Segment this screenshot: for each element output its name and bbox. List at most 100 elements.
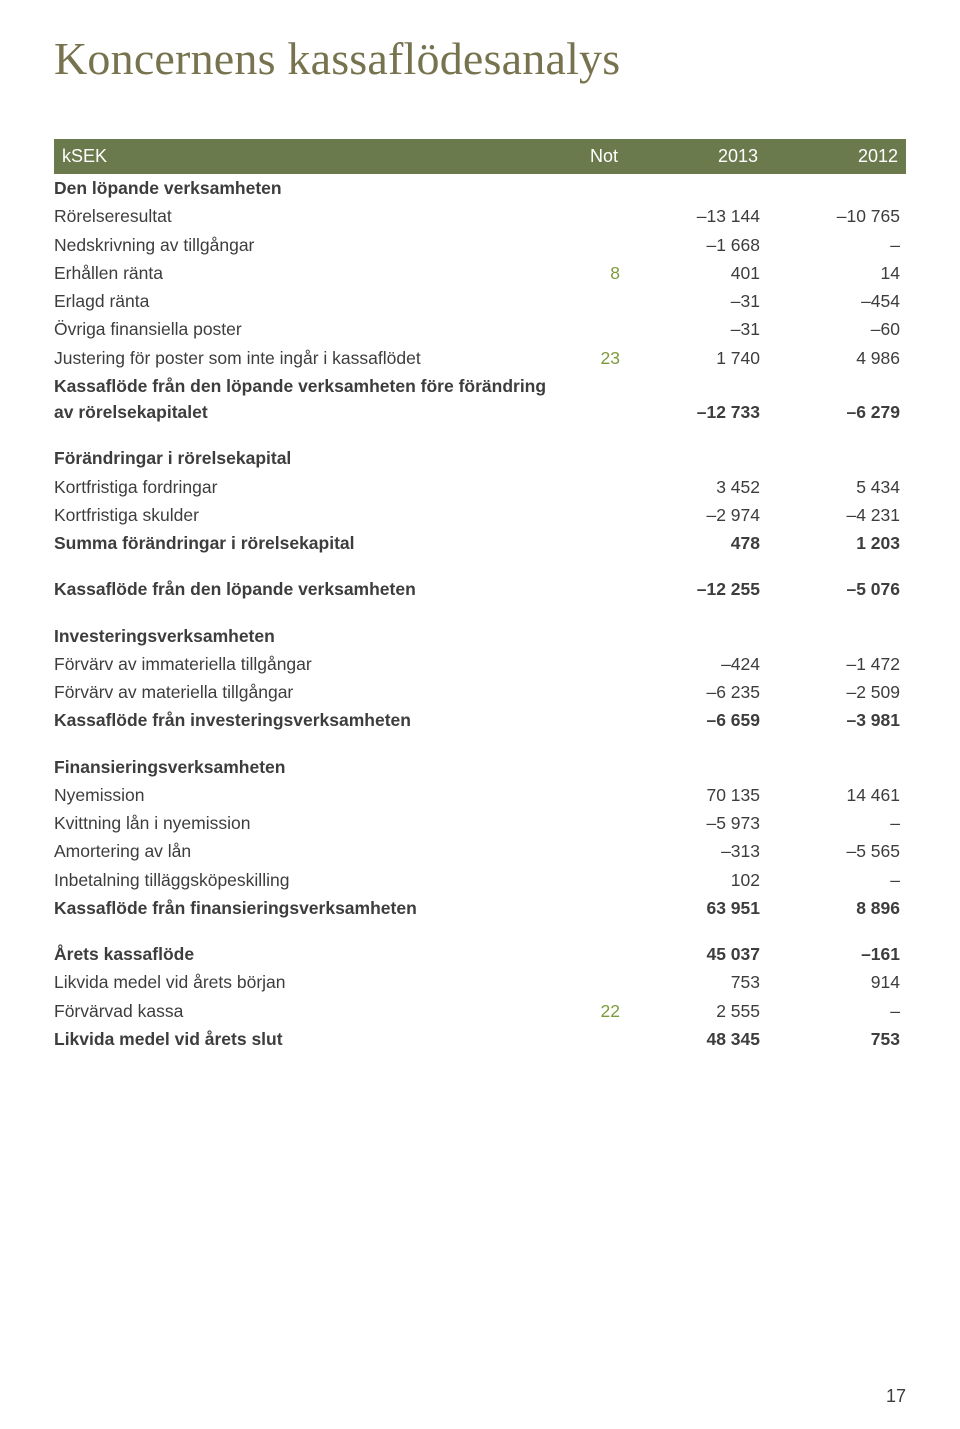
table-row: Förvärv av materiella tillgångar–6 235–2…: [54, 678, 906, 706]
row-note-ref: [566, 202, 626, 230]
row-value-2012: 5 434: [766, 473, 906, 501]
table-row: Förändringar i rörelsekapital: [54, 444, 906, 472]
row-value-2013: 102: [626, 866, 766, 894]
row-label: Förvärv av immateriella tillgångar: [54, 650, 566, 678]
table-row: Likvida medel vid årets slut48 345753: [54, 1025, 906, 1053]
row-value-2013: –5 973: [626, 809, 766, 837]
row-label: Summa förändringar i rörelsekapital: [54, 529, 566, 557]
table-row: Erlagd ränta–31–454: [54, 287, 906, 315]
row-note-ref: [566, 894, 626, 922]
table-row: Investeringsverksamheten: [54, 622, 906, 650]
table-row: Kvittning lån i nyemission –5 973–: [54, 809, 906, 837]
row-label: Nedskrivning av tillgångar: [54, 231, 566, 259]
row-value-2013: 48 345: [626, 1025, 766, 1053]
row-value-2013: –12 733: [626, 372, 766, 427]
spacer-cell: [54, 735, 906, 753]
table-row: Kassaflöde från den löpande verksamheten…: [54, 372, 906, 427]
table-row: Summa förändringar i rörelsekapital4781 …: [54, 529, 906, 557]
page-title: Koncernens kassaflödesanalys: [54, 32, 906, 85]
row-note-ref: 8: [566, 259, 626, 287]
table-row: Kassaflöde från den löpande verksamheten…: [54, 575, 906, 603]
row-label: Rörelseresultat: [54, 202, 566, 230]
row-label: Erlagd ränta: [54, 287, 566, 315]
row-note-ref: [566, 940, 626, 968]
row-value-2013: –313: [626, 837, 766, 865]
row-value-2013: 2 555: [626, 997, 766, 1025]
row-value-2012: 8 896: [766, 894, 906, 922]
row-label: Kvittning lån i nyemission: [54, 809, 566, 837]
row-value-2012: –161: [766, 940, 906, 968]
header-not: Not: [566, 139, 626, 174]
table-row: Amortering av lån–313–5 565: [54, 837, 906, 865]
row-value-2012: [766, 622, 906, 650]
row-value-2013: 1 740: [626, 344, 766, 372]
row-value-2012: –3 981: [766, 706, 906, 734]
row-label: Den löpande verksamheten: [54, 174, 566, 202]
row-label: Kassaflöde från finansieringsverksamhete…: [54, 894, 566, 922]
row-value-2012: –454: [766, 287, 906, 315]
row-note-ref: 22: [566, 997, 626, 1025]
row-value-2013: 45 037: [626, 940, 766, 968]
table-row: Nedskrivning av tillgångar–1 668–: [54, 231, 906, 259]
table-row: Förvärvad kassa222 555–: [54, 997, 906, 1025]
row-note-ref: [566, 529, 626, 557]
row-note-ref: [566, 575, 626, 603]
row-label: Nyemission: [54, 781, 566, 809]
spacer-cell: [54, 604, 906, 622]
row-value-2012: [766, 444, 906, 472]
row-label: Kassaflöde från investeringsverksamheten: [54, 706, 566, 734]
row-label: Kassaflöde från den löpande verksamheten…: [54, 372, 566, 427]
row-value-2012: –4 231: [766, 501, 906, 529]
row-note-ref: [566, 781, 626, 809]
row-value-2013: [626, 174, 766, 202]
spacer-cell: [54, 426, 906, 444]
table-header-row: kSEK Not 2013 2012: [54, 139, 906, 174]
spacer-cell: [54, 922, 906, 940]
row-value-2013: –424: [626, 650, 766, 678]
row-note-ref: [566, 809, 626, 837]
table-row: Årets kassaflöde45 037–161: [54, 940, 906, 968]
row-note-ref: [566, 287, 626, 315]
row-note-ref: [566, 231, 626, 259]
row-value-2012: 914: [766, 968, 906, 996]
row-note-ref: [566, 968, 626, 996]
row-label: Inbetalning tilläggsköpeskilling: [54, 866, 566, 894]
row-note-ref: [566, 1025, 626, 1053]
row-value-2013: 401: [626, 259, 766, 287]
header-year-2013: 2013: [626, 139, 766, 174]
row-value-2012: –: [766, 809, 906, 837]
row-label: Likvida medel vid årets början: [54, 968, 566, 996]
page-number: 17: [886, 1386, 906, 1407]
row-value-2012: –6 279: [766, 372, 906, 427]
row-label: Investeringsverksamheten: [54, 622, 566, 650]
table-row: Inbetalning tilläggsköpeskilling 102–: [54, 866, 906, 894]
table-row: Kassaflöde från finansieringsverksamhete…: [54, 894, 906, 922]
row-note-ref: [566, 753, 626, 781]
row-value-2013: 70 135: [626, 781, 766, 809]
spacer-cell: [54, 557, 906, 575]
row-value-2013: [626, 753, 766, 781]
header-year-2012: 2012: [766, 139, 906, 174]
row-label: Övriga finansiella poster: [54, 315, 566, 343]
row-value-2012: –60: [766, 315, 906, 343]
row-value-2013: [626, 622, 766, 650]
row-value-2013: [626, 444, 766, 472]
row-label: Kassaflöde från den löpande verksamheten: [54, 575, 566, 603]
row-value-2012: –5 076: [766, 575, 906, 603]
row-note-ref: [566, 174, 626, 202]
row-note-ref: [566, 444, 626, 472]
table-row: [54, 604, 906, 622]
row-value-2012: –: [766, 866, 906, 894]
table-row: [54, 557, 906, 575]
table-row: Kortfristiga fordringar3 4525 434: [54, 473, 906, 501]
row-note-ref: [566, 650, 626, 678]
cashflow-table: kSEK Not 2013 2012 Den löpande verksamhe…: [54, 139, 906, 1053]
row-value-2013: –12 255: [626, 575, 766, 603]
row-value-2012: –: [766, 231, 906, 259]
table-row: Förvärv av immateriella tillgångar–424–1…: [54, 650, 906, 678]
table-row: [54, 735, 906, 753]
table-row: Erhållen ränta840114: [54, 259, 906, 287]
row-label: Erhållen ränta: [54, 259, 566, 287]
row-note-ref: [566, 473, 626, 501]
row-value-2013: –2 974: [626, 501, 766, 529]
